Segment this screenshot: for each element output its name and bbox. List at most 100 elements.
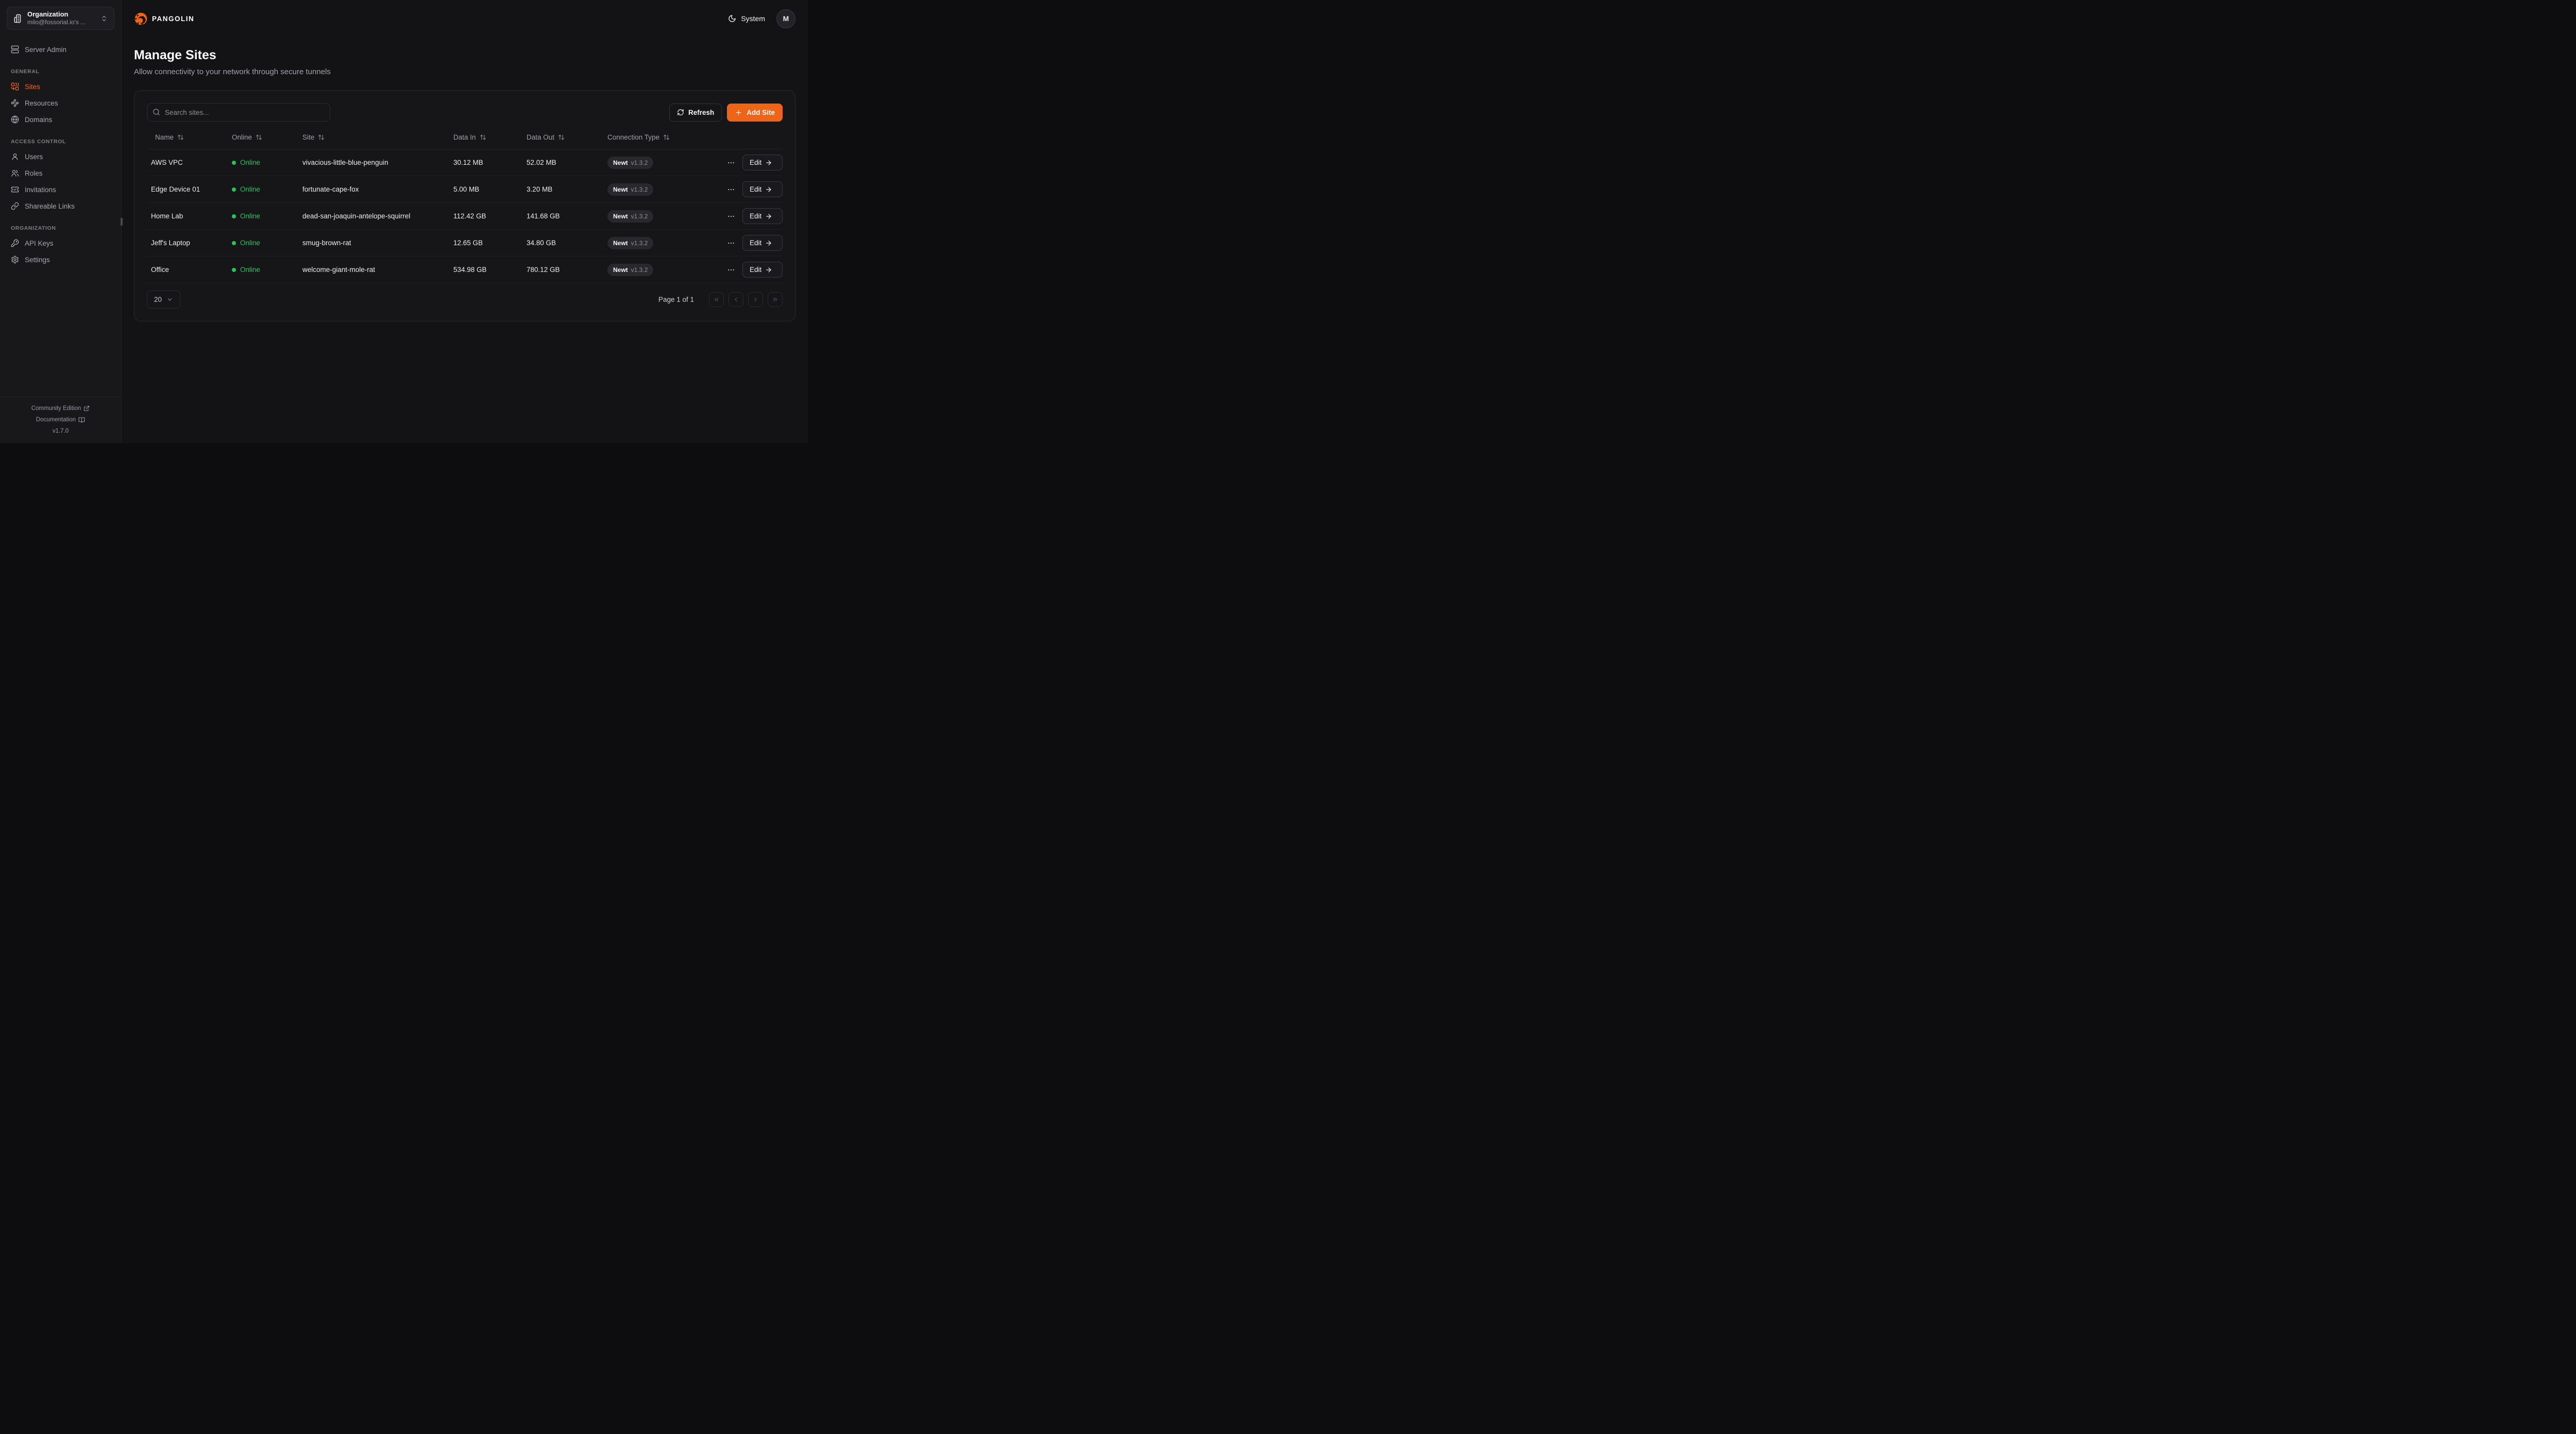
sidebar-item-label: Shareable Links (25, 202, 75, 210)
cell-name: Edge Device 01 (151, 185, 200, 193)
connection-badge: Newt v1.3.2 (607, 236, 654, 249)
org-selector[interactable]: Organization milo@fossorial.io's ... (7, 7, 114, 30)
org-selector-value: milo@fossorial.io's ... (27, 19, 86, 26)
cell-data-in: 12.65 GB (453, 239, 483, 247)
sidebar-item-shareable-links[interactable]: Shareable Links (7, 198, 114, 214)
arrow-right-icon (765, 186, 772, 193)
sidebar-item-label: API Keys (25, 239, 54, 247)
refresh-label: Refresh (688, 108, 715, 116)
add-site-label: Add Site (747, 108, 775, 116)
topbar-right: System M (728, 9, 795, 28)
avatar-initial: M (783, 14, 789, 23)
column-header-data-in[interactable]: Data In (449, 133, 522, 141)
cell-data-out: 34.80 GB (527, 239, 556, 247)
documentation-label: Documentation (36, 417, 76, 423)
cell-site: smug-brown-rat (302, 239, 351, 247)
edit-button[interactable]: Edit (742, 181, 783, 197)
external-link-icon (83, 405, 90, 412)
sidebar-nav: Server Admin GENERAL Sites Resources Dom (0, 37, 121, 397)
ellipsis-icon (727, 185, 735, 194)
cell-online: Online (228, 159, 298, 166)
sidebar: Organization milo@fossorial.io's ... Ser… (0, 0, 123, 443)
table-row: Office Online welcome-giant-mole-rat 534… (147, 257, 783, 283)
connection-badge: Newt v1.3.2 (607, 263, 654, 276)
sidebar-item-domains[interactable]: Domains (7, 112, 114, 127)
user-avatar[interactable]: M (776, 9, 795, 28)
sort-icon (318, 134, 325, 141)
column-header-connection-type[interactable]: Connection Type (603, 133, 720, 141)
sidebar-item-label: Server Admin (25, 45, 67, 54)
cell-data-in: 534.98 GB (453, 266, 487, 274)
row-actions-menu-button[interactable] (720, 266, 742, 274)
documentation-link[interactable]: Documentation (0, 414, 121, 425)
sidebar-item-label: Resources (25, 99, 58, 107)
cell-name: AWS VPC (151, 159, 183, 166)
sidebar-resize-handle[interactable] (121, 218, 123, 226)
row-actions-menu-button[interactable] (720, 159, 742, 167)
sidebar-item-label: Sites (25, 82, 41, 91)
cell-connection-type: Newt v1.3.2 (603, 236, 720, 249)
chevron-down-icon (166, 296, 173, 303)
org-selector-label: Organization (27, 10, 69, 18)
building-icon (13, 14, 23, 23)
community-edition-link[interactable]: Community Edition (0, 403, 121, 414)
sidebar-heading-general: GENERAL (11, 69, 40, 75)
edit-button[interactable]: Edit (742, 235, 783, 251)
cell-data-in: 30.12 MB (453, 159, 483, 166)
cell-name: Office (151, 266, 170, 274)
connection-badge: Newt v1.3.2 (607, 183, 654, 196)
ellipsis-icon (727, 239, 735, 247)
sidebar-item-resources[interactable]: Resources (7, 95, 114, 111)
table-footer: 20 Page 1 of 1 (147, 291, 783, 309)
sidebar-item-invitations[interactable]: Invitations (7, 182, 114, 197)
page-size-value: 20 (154, 296, 162, 303)
sidebar-item-users[interactable]: Users (7, 149, 114, 164)
sidebar-item-server-admin[interactable]: Server Admin (7, 42, 114, 57)
arrow-right-icon (765, 266, 772, 274)
cell-connection-type: Newt v1.3.2 (603, 210, 720, 223)
cell-online: Online (228, 239, 298, 247)
cell-data-out: 141.68 GB (527, 212, 560, 220)
column-header-site[interactable]: Site (298, 133, 449, 141)
page-subtitle: Allow connectivity to your network throu… (134, 67, 331, 76)
first-page-button[interactable] (709, 292, 724, 307)
column-header-data-out[interactable]: Data Out (522, 133, 603, 141)
theme-toggle-button[interactable]: System (728, 14, 765, 23)
sort-icon (177, 134, 184, 141)
row-actions-menu-button[interactable] (720, 185, 742, 194)
ellipsis-icon (727, 266, 735, 274)
previous-page-button[interactable] (728, 292, 743, 307)
cell-connection-type: Newt v1.3.2 (603, 263, 720, 276)
column-header-online[interactable]: Online (228, 133, 298, 141)
add-site-button[interactable]: Add Site (727, 103, 783, 122)
online-dot-icon (232, 241, 236, 245)
users-icon (11, 169, 19, 177)
row-actions-menu-button[interactable] (720, 239, 742, 247)
connection-badge: Newt v1.3.2 (607, 156, 654, 169)
moon-icon (728, 14, 736, 23)
last-page-button[interactable] (768, 292, 783, 307)
sidebar-item-roles[interactable]: Roles (7, 165, 114, 181)
page-size-select[interactable]: 20 (147, 291, 181, 309)
sort-icon (480, 134, 486, 141)
refresh-button[interactable]: Refresh (669, 103, 722, 122)
next-page-button[interactable] (748, 292, 763, 307)
edit-button[interactable]: Edit (742, 262, 783, 278)
table-row: AWS VPC Online vivacious-little-blue-pen… (147, 149, 783, 176)
combine-icon (11, 82, 19, 91)
community-edition-label: Community Edition (31, 405, 81, 412)
edit-button[interactable]: Edit (742, 155, 783, 170)
ellipsis-icon (727, 212, 735, 220)
search-wrap (147, 103, 330, 122)
sidebar-item-sites[interactable]: Sites (7, 79, 114, 94)
cell-connection-type: Newt v1.3.2 (603, 183, 720, 196)
cell-name: Jeff's Laptop (151, 239, 190, 247)
search-input[interactable] (147, 103, 330, 122)
row-actions-menu-button[interactable] (720, 212, 742, 220)
sidebar-item-settings[interactable]: Settings (7, 252, 114, 267)
cell-online: Online (228, 212, 298, 220)
column-header-name[interactable]: Name (147, 133, 228, 141)
edit-button[interactable]: Edit (742, 208, 783, 224)
arrow-right-icon (765, 240, 772, 247)
sidebar-item-api-keys[interactable]: API Keys (7, 235, 114, 251)
